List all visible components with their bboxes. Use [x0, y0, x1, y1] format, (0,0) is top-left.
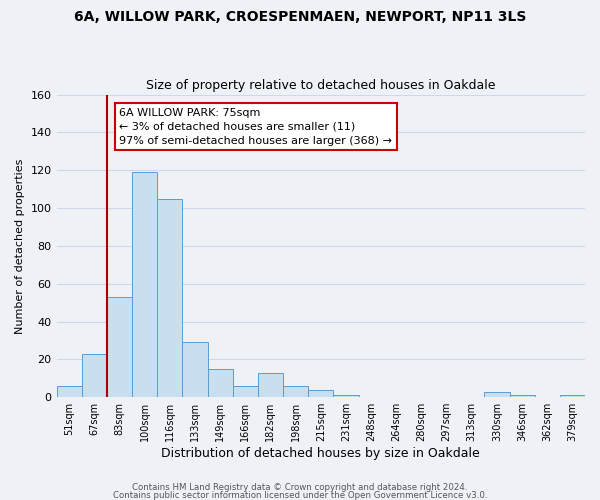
Bar [157, 198, 182, 397]
Text: 6A WILLOW PARK: 75sqm
← 3% of detached houses are smaller (11)
97% of semi-detac: 6A WILLOW PARK: 75sqm ← 3% of detached h… [119, 108, 392, 146]
Bar [509, 396, 535, 397]
Bar [283, 386, 308, 397]
Y-axis label: Number of detached properties: Number of detached properties [15, 158, 25, 334]
X-axis label: Distribution of detached houses by size in Oakdale: Distribution of detached houses by size … [161, 447, 480, 460]
Text: Contains public sector information licensed under the Open Government Licence v3: Contains public sector information licen… [113, 490, 487, 500]
Bar [56, 386, 82, 397]
Bar [182, 342, 208, 397]
Text: Contains HM Land Registry data © Crown copyright and database right 2024.: Contains HM Land Registry data © Crown c… [132, 484, 468, 492]
Bar [107, 297, 132, 397]
Bar [334, 396, 359, 397]
Bar [560, 396, 585, 397]
Bar [308, 390, 334, 397]
Bar [208, 369, 233, 397]
Text: 6A, WILLOW PARK, CROESPENMAEN, NEWPORT, NP11 3LS: 6A, WILLOW PARK, CROESPENMAEN, NEWPORT, … [74, 10, 526, 24]
Bar [132, 172, 157, 397]
Title: Size of property relative to detached houses in Oakdale: Size of property relative to detached ho… [146, 79, 496, 92]
Bar [233, 386, 258, 397]
Bar [258, 372, 283, 397]
Bar [82, 354, 107, 397]
Bar [484, 392, 509, 397]
